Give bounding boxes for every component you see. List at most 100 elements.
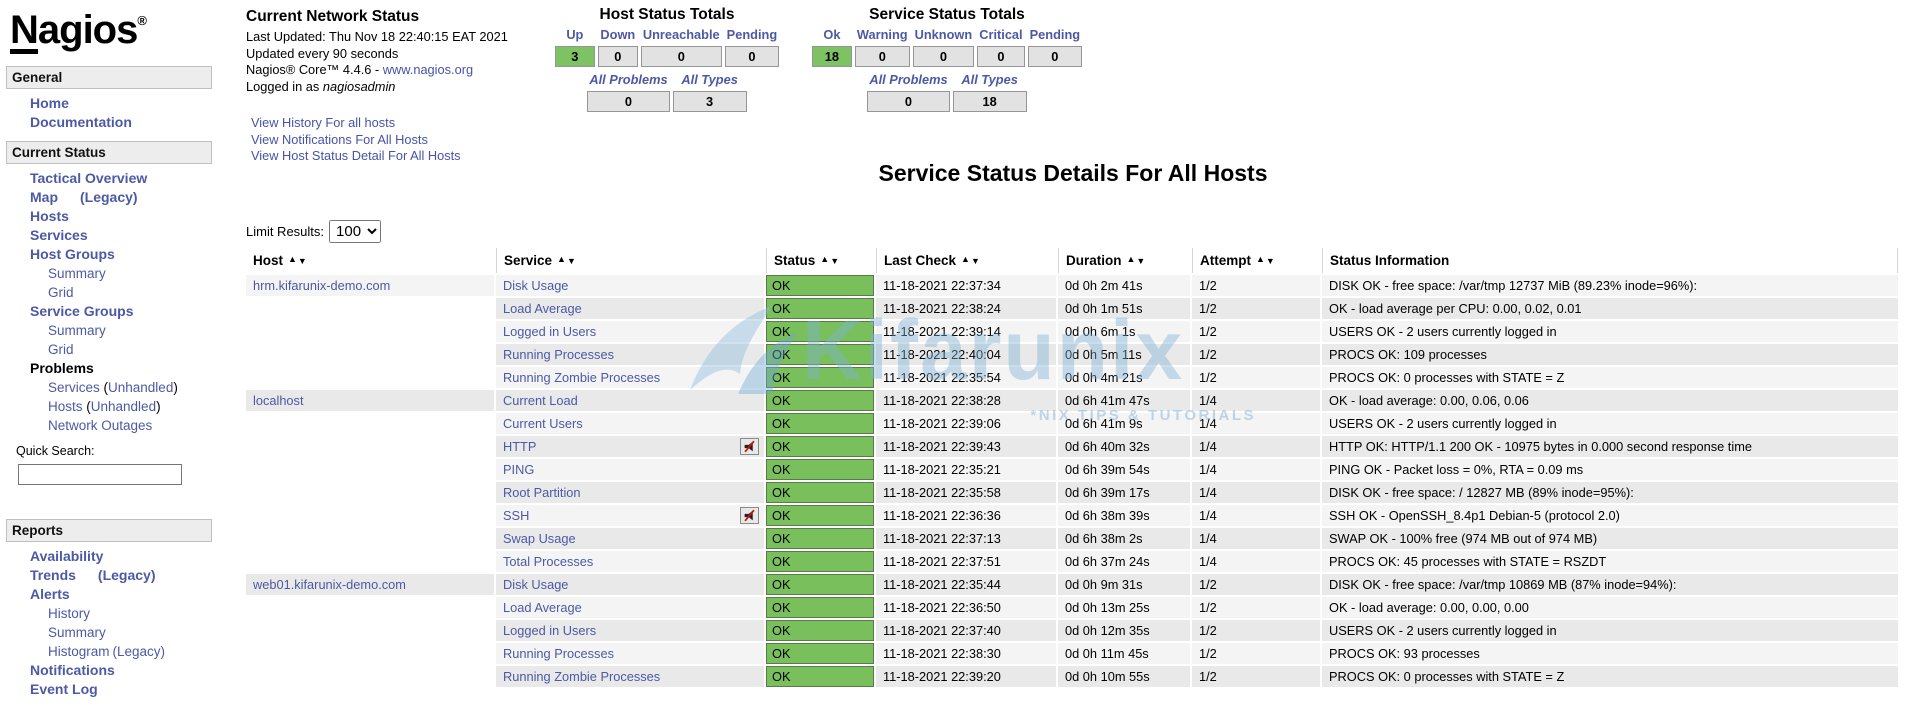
host-link[interactable]: hrm.kifarunix-demo.com [253, 278, 391, 293]
service-totals-column-ok[interactable]: Ok [823, 27, 841, 42]
sidebar-item-history[interactable]: History [48, 606, 91, 621]
sidebar-item-histogram[interactable]: Histogram [48, 644, 110, 659]
service-link[interactable]: Disk Usage [503, 278, 569, 293]
column-header-last-check[interactable]: Last Check ▲ ▼ [876, 248, 1056, 273]
sort-descending-icon[interactable]: ▼ [297, 255, 307, 266]
service-link[interactable]: Logged in Users [503, 623, 597, 638]
limit-results-select[interactable]: 100 [329, 220, 382, 243]
sort-ascending-icon[interactable]: ▲ [557, 253, 566, 264]
sort-descending-icon[interactable]: ▼ [1265, 255, 1275, 266]
attempt-cell: 1/4 [1192, 436, 1320, 457]
sort-ascending-icon[interactable]: ▲ [961, 253, 970, 264]
service-link[interactable]: SSH [503, 508, 530, 523]
sidebar-item-hosts[interactable]: Hosts [48, 399, 83, 414]
sort-descending-icon[interactable]: ▼ [566, 255, 576, 266]
sidebar-item-summary[interactable]: Summary [48, 625, 106, 640]
host-totals-column-all-types[interactable]: All Types [681, 72, 738, 87]
sidebar-item-map[interactable]: Map [30, 189, 58, 205]
host-totals-column-up[interactable]: Up [566, 27, 584, 42]
service-link[interactable]: Load Average [503, 600, 582, 615]
service-link[interactable]: Running Processes [503, 646, 614, 661]
sidebar-row-hosts: Hosts (Unhandled) [48, 399, 161, 414]
sidebar-item-services-unhandled[interactable]: Unhandled [108, 380, 174, 395]
view-notifications-link[interactable]: View Notifications For All Hosts [251, 131, 428, 147]
service-link[interactable]: Disk Usage [503, 577, 569, 592]
nagios-logo[interactable]: Nagios® [10, 8, 232, 54]
sidebar-item-summary[interactable]: Summary [48, 266, 106, 281]
sidebar-item-services[interactable]: Services [48, 380, 100, 395]
service-link[interactable]: HTTP [503, 439, 537, 454]
column-header-attempt[interactable]: Attempt ▲ ▼ [1192, 248, 1320, 273]
service-link[interactable]: Current Users [503, 416, 583, 431]
service-link[interactable]: Root Partition [503, 485, 581, 500]
host-link[interactable]: web01.kifarunix-demo.com [253, 577, 406, 592]
service-totals-column-all-types[interactable]: All Types [961, 72, 1018, 87]
sort-arrows-icon[interactable]: ▲ ▼ [820, 253, 840, 266]
sidebar-item-services[interactable]: Services [30, 227, 88, 243]
sidebar-item-documentation[interactable]: Documentation [30, 114, 132, 130]
sidebar-item-alerts[interactable]: Alerts [30, 586, 70, 602]
service-link[interactable]: Running Zombie Processes [503, 370, 661, 385]
host-totals-column-all-problems[interactable]: All Problems [589, 72, 668, 87]
sort-ascending-icon[interactable]: ▲ [820, 253, 830, 264]
sort-arrows-icon[interactable]: ▲ ▼ [1126, 253, 1146, 266]
sidebar-item-map-legacy[interactable]: (Legacy) [80, 189, 138, 205]
sidebar-row-documentation: Documentation [30, 114, 232, 130]
service-link[interactable]: Swap Usage [503, 531, 576, 546]
service-totals-title: Service Status Totals [869, 6, 1025, 23]
sort-ascending-icon[interactable]: ▲ [1126, 253, 1136, 264]
service-link[interactable]: Total Processes [503, 554, 594, 569]
column-header-service[interactable]: Service ▲ ▼ [496, 248, 764, 273]
service-link[interactable]: Load Average [503, 301, 582, 316]
sidebar-item-trends[interactable]: Trends [30, 567, 76, 583]
sort-arrows-icon[interactable]: ▲ ▼ [961, 253, 980, 266]
sort-arrows-icon[interactable]: ▲ ▼ [557, 253, 576, 266]
sidebar-item-event-log[interactable]: Event Log [30, 681, 98, 697]
status-badge: OK [766, 436, 874, 457]
sidebar-item-trends-legacy[interactable]: (Legacy) [97, 567, 156, 583]
service-link[interactable]: Current Load [503, 393, 578, 408]
service-link[interactable]: PING [503, 462, 535, 477]
service-link[interactable]: Logged in Users [503, 324, 597, 339]
nagios-org-link[interactable]: www.nagios.org [382, 62, 474, 77]
sort-arrows-icon[interactable]: ▲ ▼ [288, 253, 307, 266]
status-badge: OK [766, 666, 874, 687]
service-link[interactable]: Running Zombie Processes [503, 669, 661, 684]
service-link[interactable]: Running Processes [503, 347, 614, 362]
sidebar-item-home[interactable]: Home [30, 95, 69, 111]
service-totals-column-pending[interactable]: Pending [1029, 27, 1081, 42]
service-totals-column-all-problems[interactable]: All Problems [869, 72, 948, 87]
sidebar-item-service-groups[interactable]: Service Groups [30, 303, 134, 319]
sidebar-item-network-outages[interactable]: Network Outages [48, 418, 153, 433]
sidebar-item-hosts-unhandled[interactable]: Unhandled [90, 399, 157, 414]
host-totals-column-down[interactable]: Down [600, 27, 636, 42]
view-history-link[interactable]: View History For all hosts [251, 115, 396, 130]
service-totals-column-warning[interactable]: Warning [856, 27, 908, 42]
sidebar-item-availability[interactable]: Availability [30, 548, 104, 564]
host-totals-column-pending[interactable]: Pending [726, 27, 778, 42]
column-header-host[interactable]: Host ▲ ▼ [246, 248, 494, 273]
sidebar-item-tactical-overview[interactable]: Tactical Overview [30, 170, 148, 186]
sidebar-item-notifications[interactable]: Notifications [30, 662, 115, 678]
view-host-status-detail-link[interactable]: View Host Status Detail For All Hosts [251, 148, 461, 163]
sidebar-item-grid[interactable]: Grid [48, 285, 74, 300]
column-header-duration[interactable]: Duration ▲ ▼ [1058, 248, 1190, 273]
column-header-status[interactable]: Status ▲ ▼ [766, 248, 874, 273]
host-link[interactable]: localhost [253, 393, 304, 408]
sort-descending-icon[interactable]: ▼ [830, 255, 840, 266]
quick-search-input[interactable] [18, 464, 182, 485]
sort-descending-icon[interactable]: ▼ [1136, 255, 1146, 266]
service-totals-column-unknown[interactable]: Unknown [914, 27, 973, 42]
sort-descending-icon[interactable]: ▼ [970, 255, 980, 266]
sidebar-item-host-groups[interactable]: Host Groups [30, 246, 115, 262]
sort-ascending-icon[interactable]: ▲ [288, 253, 297, 264]
sidebar-item-hosts[interactable]: Hosts [30, 208, 69, 224]
sort-arrows-icon[interactable]: ▲ ▼ [1256, 253, 1275, 266]
sidebar-item-histogram-legacy[interactable]: (Legacy) [112, 644, 166, 659]
sort-ascending-icon[interactable]: ▲ [1256, 253, 1265, 264]
sidebar-item-summary[interactable]: Summary [48, 323, 106, 338]
service-totals-column-critical[interactable]: Critical [979, 27, 1023, 42]
host-totals-column-unreachable[interactable]: Unreachable [642, 27, 720, 42]
column-header-label: Host [253, 253, 283, 268]
sidebar-item-grid[interactable]: Grid [48, 342, 74, 357]
